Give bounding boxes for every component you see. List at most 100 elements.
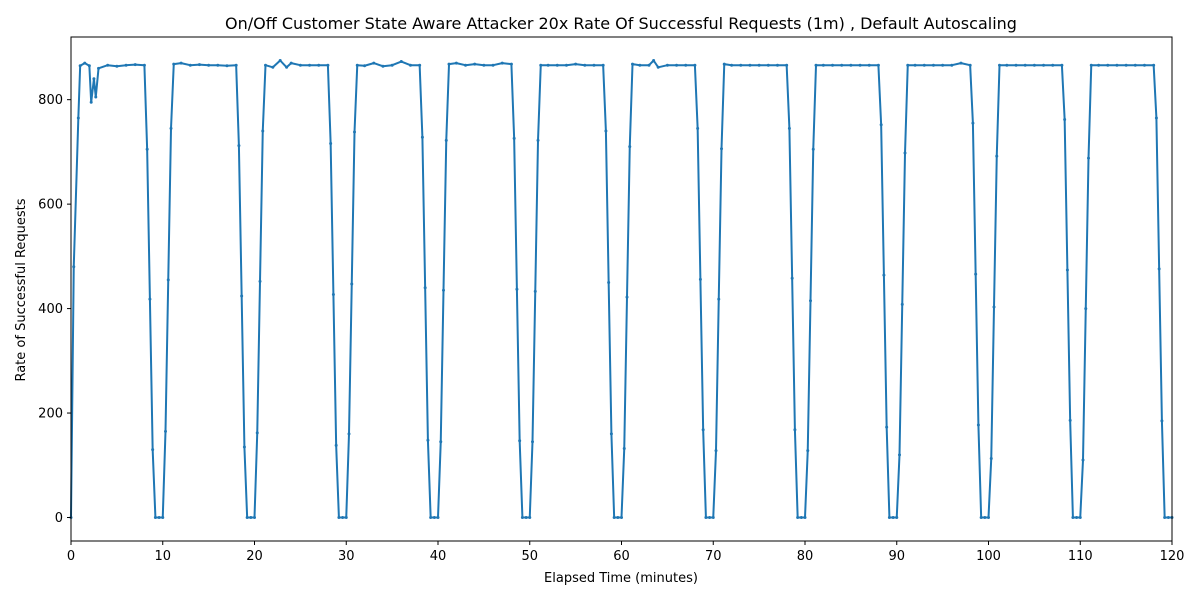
data-point — [420, 135, 424, 139]
data-point — [748, 63, 752, 67]
data-point — [604, 129, 608, 133]
data-point — [806, 449, 810, 453]
data-point — [625, 295, 629, 299]
data-point — [1154, 116, 1158, 120]
data-point — [989, 456, 993, 460]
data-point — [867, 63, 871, 67]
data-point — [237, 144, 241, 148]
data-point — [1087, 156, 1091, 160]
data-point — [574, 62, 578, 66]
data-point — [255, 431, 259, 435]
data-point — [1071, 516, 1075, 519]
data-point — [811, 147, 815, 151]
data-point — [341, 516, 345, 519]
data-point — [898, 453, 901, 457]
data-point — [995, 154, 999, 158]
data-point — [616, 516, 620, 519]
data-point — [89, 100, 93, 104]
x-tick-label: 100 — [976, 549, 1001, 564]
x-axis-label: Elapsed Time (minutes) — [544, 571, 698, 586]
data-point — [987, 516, 990, 519]
data-point — [148, 297, 152, 301]
data-point — [536, 138, 540, 142]
plot-area — [69, 59, 1174, 519]
data-point — [1160, 419, 1164, 423]
data-point — [408, 63, 412, 67]
data-point — [546, 63, 550, 67]
data-point — [261, 129, 265, 133]
data-point — [971, 121, 975, 125]
data-point — [418, 63, 422, 67]
data-point — [1068, 418, 1072, 422]
x-tick-label: 50 — [521, 549, 538, 564]
data-point — [234, 63, 238, 67]
data-point — [1115, 63, 1119, 67]
x-tick-label: 40 — [430, 549, 447, 564]
data-point — [1124, 63, 1128, 67]
data-point — [693, 63, 697, 67]
data-point — [913, 63, 917, 67]
data-point — [793, 428, 797, 432]
data-point — [1078, 516, 1082, 519]
data-point — [665, 63, 669, 67]
x-tick-label: 60 — [613, 549, 630, 564]
data-point — [895, 516, 899, 519]
data-point — [423, 286, 427, 290]
data-point — [157, 516, 161, 519]
data-point — [179, 61, 183, 65]
data-point — [207, 63, 211, 67]
data-point — [612, 516, 616, 519]
data-point — [72, 265, 76, 269]
data-point — [166, 278, 170, 282]
data-point — [447, 62, 451, 66]
data-point — [253, 516, 256, 519]
data-point — [906, 63, 910, 67]
data-point — [879, 123, 883, 127]
data-point — [76, 116, 80, 120]
data-point — [442, 288, 445, 292]
data-point — [240, 294, 244, 298]
data-point — [491, 63, 495, 67]
data-point — [1060, 63, 1064, 67]
data-point — [225, 64, 229, 68]
data-point — [1163, 516, 1167, 519]
data-point — [831, 63, 835, 67]
data-point — [172, 62, 176, 66]
data-point — [622, 447, 626, 451]
data-point — [426, 438, 430, 442]
data-point — [809, 299, 812, 303]
data-point — [520, 516, 524, 519]
data-point — [264, 63, 268, 67]
data-point — [941, 63, 945, 67]
data-point — [739, 63, 743, 67]
data-point — [142, 63, 146, 67]
y-tick-label: 0 — [55, 511, 63, 526]
data-point — [350, 282, 354, 286]
data-point — [444, 138, 448, 142]
y-tick-label: 800 — [38, 93, 63, 108]
data-point — [500, 61, 504, 65]
data-point — [94, 95, 98, 99]
data-point — [429, 516, 433, 519]
data-point — [974, 272, 978, 276]
data-point — [326, 63, 330, 67]
data-point — [390, 63, 394, 67]
data-point — [638, 63, 642, 67]
y-axis-label: Rate of Successful Requests — [14, 198, 29, 381]
data-point — [858, 63, 862, 67]
data-point — [1106, 63, 1110, 67]
chart-title: On/Off Customer State Aware Attacker 20x… — [225, 14, 1017, 33]
data-point — [701, 428, 705, 432]
data-point — [992, 305, 996, 309]
x-tick-label: 20 — [246, 549, 263, 564]
data-point — [151, 448, 155, 452]
data-point — [1051, 63, 1055, 67]
data-point — [656, 65, 660, 69]
data-point — [353, 130, 357, 134]
data-point — [1142, 63, 1146, 67]
data-point — [153, 516, 157, 519]
y-tick-label: 200 — [38, 407, 63, 422]
data-point — [334, 443, 338, 447]
